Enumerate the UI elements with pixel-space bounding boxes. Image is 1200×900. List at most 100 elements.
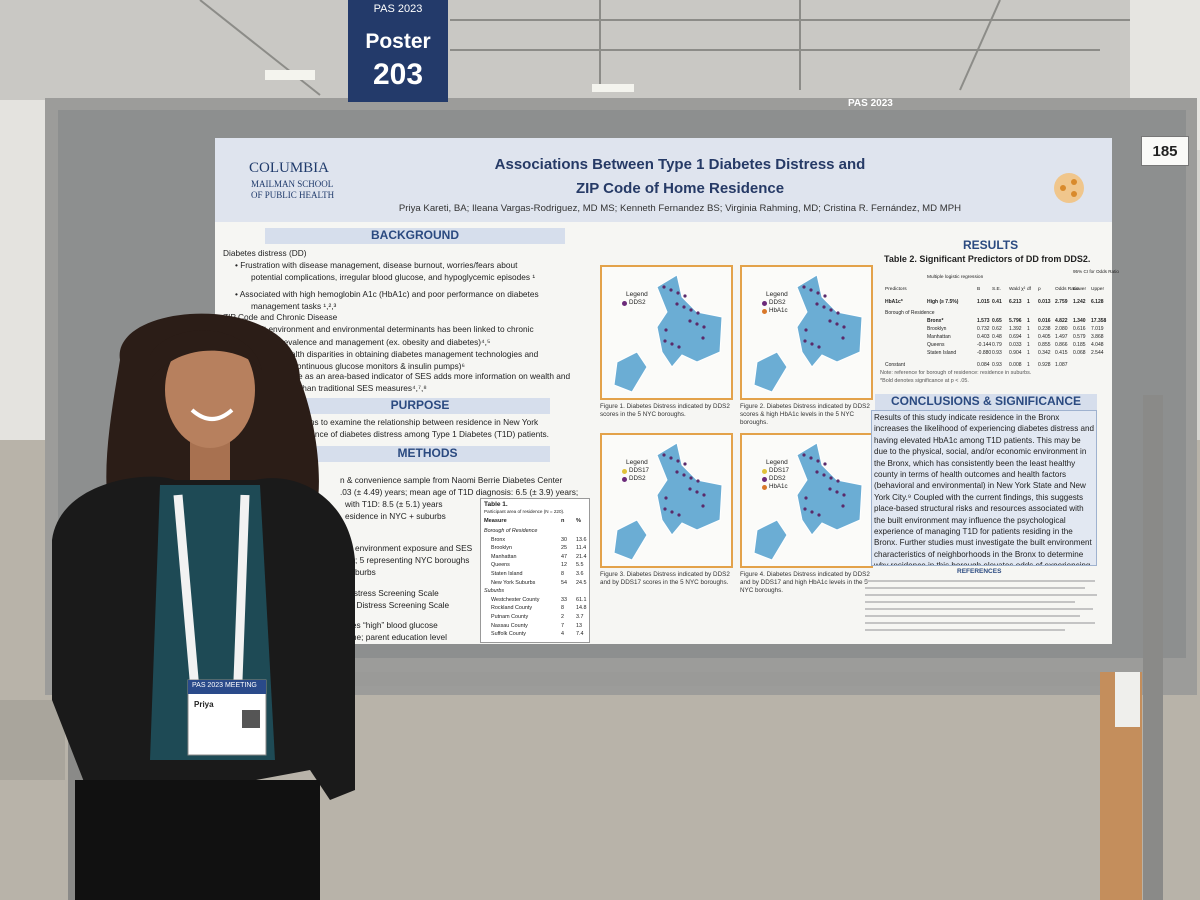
table-cell: New York Suburbs (491, 579, 536, 586)
map (613, 442, 723, 561)
table-cell: Suburbs (484, 588, 505, 595)
legend-label: DDS2 (769, 475, 786, 482)
table-cell: 61.1 (576, 596, 587, 603)
table-cell: 0.415 (1055, 350, 1068, 356)
table-cell: Putnam County (491, 614, 529, 620)
conclusions-text: Results of this study indicate residence… (871, 410, 1097, 566)
figure-caption: Figure 1. Diabetes Distress indicated by… (600, 403, 730, 418)
table-cell: Staten Island (927, 350, 957, 356)
table-note: *Bold denotes significance at p < .05. (880, 378, 969, 384)
table-cell: Manhattan (927, 334, 951, 340)
text-line: with T1D: 8.5 (± 5.1) years (345, 499, 443, 509)
table-cell: 5.796 (1009, 318, 1022, 324)
table-cell: 3.7 (576, 614, 584, 620)
table-cell: 0.033 (1009, 342, 1022, 348)
section-heading: BACKGROUND (265, 228, 565, 244)
board-number-card: 185 (1141, 136, 1189, 166)
table-cell: 0.579 (1073, 334, 1086, 340)
legend-title: Legend (766, 459, 788, 466)
figure-caption: Figure 4. Diabetes Distress indicated by… (740, 571, 870, 594)
map (753, 274, 863, 393)
legend-label: DDS17 (769, 467, 789, 474)
table-cell: HbA1c* (885, 299, 903, 305)
table-header: df (1027, 287, 1032, 292)
text-line: environment exposure and SES (355, 543, 473, 553)
poster-title: ZIP Code of Home Residence (575, 180, 785, 197)
table-cell: 1 (1027, 350, 1030, 356)
table-cell: 2.080 (1055, 326, 1068, 332)
text-line: ome; parent education level (345, 632, 447, 642)
table-cell: Borough of Residence (885, 310, 935, 316)
legend-dot (762, 469, 767, 474)
legend-dot (622, 469, 627, 474)
table-cell: Westchester County (491, 596, 540, 603)
table-cell: 0.013 (1038, 299, 1051, 305)
table-header: Multiple logistic regression (927, 275, 984, 280)
table-cell: 3.868 (1091, 334, 1104, 340)
table-cell: 0.403 (977, 334, 990, 340)
legend-dot (622, 301, 627, 306)
text-line: potential complications, irregular blood… (251, 272, 536, 282)
table-cell: Suffolk County (491, 631, 526, 638)
poster-header (215, 138, 1112, 222)
table-cell: 17.358 (1091, 318, 1107, 324)
table-cell: 6.128 (1091, 299, 1104, 305)
legend-label: DDS2 (769, 299, 786, 306)
table-cell: Staten Island (491, 571, 523, 577)
table-header: p (1038, 287, 1041, 292)
table-cell: 5.5 (576, 562, 584, 569)
table-cell: 0.068 (1073, 350, 1086, 356)
table-header: S.E. (992, 287, 1002, 292)
table-cell: 2.544 (1091, 350, 1104, 356)
text-line: ; 5 representing NYC boroughs (355, 555, 470, 565)
table-header: n (561, 518, 565, 524)
table-cell: 33 (561, 596, 567, 603)
text-line: burbs (355, 567, 376, 577)
poster-title: Associations Between Type 1 Diabetes Dis… (494, 156, 866, 173)
table-cell: 0.008 (1009, 362, 1022, 368)
table-header: Measure (484, 518, 507, 524)
table-header: B (977, 287, 981, 292)
legend-dot (762, 477, 767, 482)
section-heading: CONCLUSIONS & SIGNIFICANCE (875, 394, 1097, 410)
table-cell: 25 (561, 545, 567, 552)
table-note: Note: reference for borough of residence… (880, 370, 1032, 376)
legend-title: Legend (626, 459, 648, 466)
table-cell: 0.41 (992, 299, 1002, 305)
table-cell: 6.213 (1009, 299, 1022, 305)
legend-label: HbA1c (769, 307, 788, 314)
text-line: ates “high” blood glucose (345, 620, 438, 630)
table-cell: 1 (1027, 334, 1030, 340)
share-icon (1054, 173, 1084, 203)
table-cell: 1.497 (1055, 334, 1068, 340)
table-cell: 2 (561, 614, 564, 620)
text-line: e as an area-based indicator of SES adds… (298, 371, 571, 381)
table-cell: -0.144 (977, 342, 992, 348)
poster-sign: PAS 2023 Poster 203 (348, 0, 448, 102)
table-cell: 4.822 (1055, 318, 1068, 324)
references-heading: REFERENCES (957, 568, 1002, 575)
table-cell: Brooklyn (927, 326, 947, 332)
table-header: Predictors (885, 287, 907, 292)
table-cell: 0.342 (1038, 350, 1051, 356)
table-cell: 0.238 (1038, 326, 1051, 332)
institution: COLUMBIA (249, 160, 330, 176)
table-cell: 0.65 (992, 318, 1002, 324)
table-cell: 0.62 (992, 326, 1002, 332)
text-line: n & convenience sample from Naomi Berrie… (340, 475, 563, 485)
table-cell: Constant (885, 362, 906, 368)
table-cell: 1.392 (1009, 326, 1022, 332)
table-cell: 1 (1027, 326, 1030, 332)
text-line: management tasks ¹,²,³ (251, 301, 337, 311)
table-cell: 2.759 (1055, 299, 1068, 305)
table-cell: 0.904 (1009, 350, 1022, 356)
table-cell: 0.855 (1038, 342, 1051, 348)
text-line: esidence in NYC + suburbs (345, 511, 446, 521)
text-line: ial & wealth disparities in obtaining di… (262, 349, 539, 359)
table-cell: Queens (491, 562, 510, 569)
text-line: .03 (± 4.49) years; mean age of T1D diag… (340, 487, 579, 497)
table-subtitle: Participant area of residence (N = 220). (484, 509, 565, 514)
table-cell: 8 (561, 605, 564, 612)
